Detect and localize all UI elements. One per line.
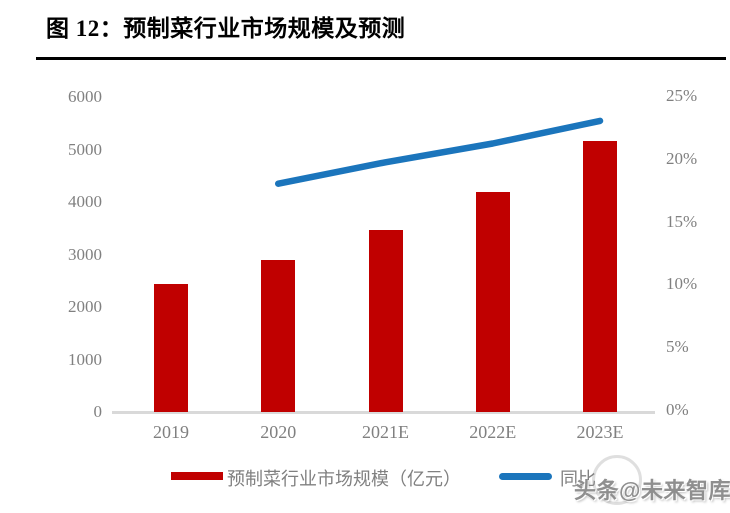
legend-line-label: 同比 [560,469,596,489]
x-tick-2022E: 2022E [469,422,517,442]
x-tick-2020: 2020 [260,422,297,442]
left-axis-tick-6000: 6000 [68,87,102,106]
watermark-text: 头条@未来智库 [574,478,730,503]
x-tick-2023E: 2023E [576,422,624,442]
bar-2019 [154,283,188,412]
legend-bar-label: 预制菜行业市场规模（亿元） [227,469,461,489]
left-axis-tick-0: 0 [93,402,103,421]
left-axis-tick-3000: 3000 [68,244,102,264]
right-axis-tick-20%: 20% [666,148,698,168]
x-tick-2019: 2019 [153,422,189,442]
x-tick-2021E: 2021E [362,422,409,442]
right-axis-tick-25%: 25% [666,86,698,105]
bar-2020 [261,260,296,412]
legend-bar-swatch [171,472,223,480]
legend-line-swatch [499,473,552,480]
right-axis-tick-10%: 10% [666,274,698,294]
title-rule [36,57,726,60]
left-axis-tick-2000: 2000 [68,297,102,316]
x-axis-line [112,411,655,414]
figure-title: 图 12：预制菜行业市场规模及预测 [46,16,406,41]
yoy-growth-line [275,117,604,187]
watermark-ring-icon [592,455,642,505]
bar-2022E [475,191,510,412]
left-axis-tick-1000: 1000 [68,349,102,369]
right-axis-tick-15%: 15% [666,211,698,231]
bar-2021E [368,230,403,412]
right-axis-tick-0%: 0% [666,400,689,419]
right-axis-tick-5%: 5% [666,337,689,357]
left-axis-tick-5000: 5000 [68,139,102,159]
bar-2023E [583,140,617,412]
left-axis-tick-4000: 4000 [68,192,102,211]
